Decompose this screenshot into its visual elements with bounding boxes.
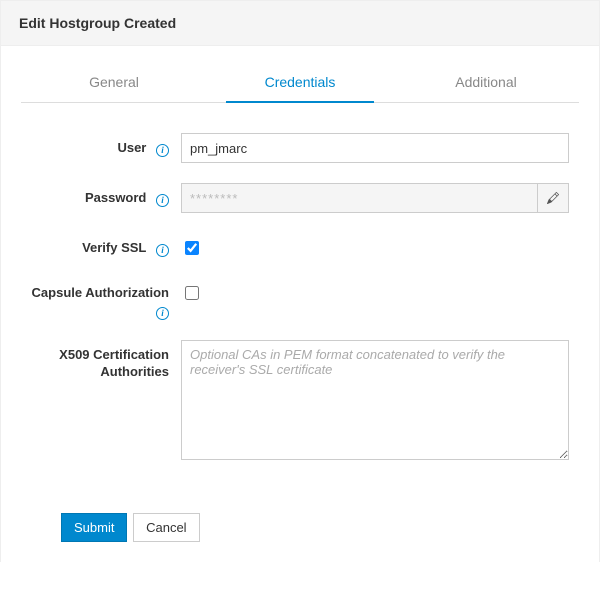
row-capsule-auth: Capsule Authorization i [31, 278, 569, 320]
info-icon[interactable]: i [156, 194, 169, 207]
label-user-text: User [117, 140, 146, 155]
row-x509: X509 Certification Authorities [31, 340, 569, 463]
capsule-auth-checkbox[interactable] [185, 286, 199, 300]
cancel-button[interactable]: Cancel [133, 513, 199, 542]
info-icon[interactable]: i [156, 144, 169, 157]
password-input[interactable] [181, 183, 537, 213]
tab-bar: General Credentials Additional [21, 46, 579, 103]
tab-credentials[interactable]: Credentials [207, 64, 393, 102]
edit-password-button[interactable] [537, 183, 569, 213]
credentials-form: User i Password i [1, 103, 599, 493]
form-actions: Submit Cancel [1, 493, 599, 542]
info-icon[interactable]: i [156, 244, 169, 257]
verify-ssl-checkbox[interactable] [185, 241, 199, 255]
page-title: Edit Hostgroup Created [19, 15, 581, 31]
label-capsule-auth: Capsule Authorization i [31, 278, 181, 320]
tab-additional[interactable]: Additional [393, 64, 579, 102]
tab-general[interactable]: General [21, 64, 207, 102]
label-verify-ssl-text: Verify SSL [82, 240, 146, 255]
info-icon[interactable]: i [156, 307, 169, 320]
label-capsule-auth-text: Capsule Authorization [32, 285, 169, 300]
label-verify-ssl: Verify SSL i [31, 233, 181, 257]
label-password-text: Password [85, 190, 146, 205]
x509-textarea[interactable] [181, 340, 569, 460]
row-verify-ssl: Verify SSL i [31, 233, 569, 258]
row-password: Password i [31, 183, 569, 213]
user-input[interactable] [181, 133, 569, 163]
label-password: Password i [31, 183, 181, 207]
password-group [181, 183, 569, 213]
pencil-icon [547, 192, 559, 204]
row-user: User i [31, 133, 569, 163]
submit-button[interactable]: Submit [61, 513, 127, 542]
page-header: Edit Hostgroup Created [0, 0, 600, 46]
label-x509-text: X509 Certification Authorities [59, 347, 169, 380]
label-x509: X509 Certification Authorities [31, 340, 181, 381]
label-user: User i [31, 133, 181, 157]
panel: General Credentials Additional User i Pa… [0, 46, 600, 562]
